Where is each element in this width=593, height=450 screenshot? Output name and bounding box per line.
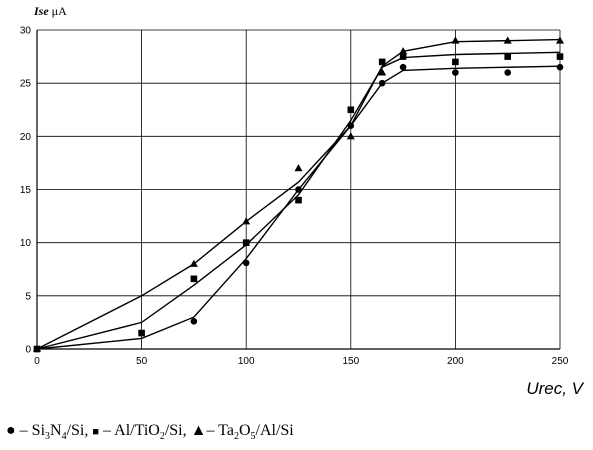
data-point [189,259,198,267]
y-tick-label: 5 [25,291,31,302]
x-tick-label: 50 [136,356,148,367]
data-point [346,132,355,140]
series-line [36,38,561,350]
data-point [504,53,511,60]
legend-entry: ● – Si3N4/Si, [6,422,93,443]
tick-labels: 0 50 100 150 200 250 0 5 10 15 20 25 30 [20,26,569,368]
legend-entry: ▲– Ta2O5/Al/Si [190,422,294,443]
data-point [452,58,459,66]
y-tick-label: 15 [20,185,32,196]
data-point [242,217,251,225]
series-circle [33,63,564,353]
data-point [295,186,302,193]
data-point [138,329,145,337]
series-square [33,51,564,353]
data-point [378,58,386,66]
data-point [556,36,564,44]
data-point [556,53,564,60]
data-point [378,68,387,76]
legend-marker: ▲ [190,422,207,439]
series-triangle [33,36,564,352]
data-point [242,259,250,267]
y-tick-label: 20 [20,132,32,143]
data-point [399,47,408,55]
data-point [347,106,355,114]
data-point [399,53,407,60]
x-tick-label: 150 [342,356,359,367]
y-tick-label: 10 [20,238,32,249]
data-point [294,164,303,172]
data-point [242,239,250,246]
data-point [399,63,407,71]
legend-marker: ● [6,422,16,439]
legend: ● – Si3N4/Si, ■ – Al/TiO2/Si, ▲– Ta2O5/A… [6,422,294,442]
data-point [503,36,512,44]
series-line [36,51,561,350]
legend-marker: ■ [92,426,100,438]
data-point [504,69,512,76]
x-tick-label: 200 [447,356,464,367]
y-tick-label: 30 [20,26,32,37]
data-point [190,275,198,283]
data-point [378,79,386,87]
x-axis-label: Urec, V [526,379,584,398]
data-point [33,344,41,352]
data-point [451,36,460,44]
x-tick-label: 250 [552,356,569,367]
axes [36,30,560,350]
series [33,36,564,353]
x-tick-label: 100 [238,356,255,367]
x-tick-label: 0 [34,356,40,367]
series-line [36,65,561,350]
y-tick-label: 25 [20,79,32,90]
data-point [452,69,459,76]
legend-entry: ■ – Al/TiO2/Si, [92,422,191,443]
line-chart: 0 50 100 150 200 250 0 5 10 15 20 25 30 Ise μA Urec,… [20,4,585,398]
grid [36,29,561,350]
data-point [190,318,198,325]
y-axis-label: Ise μA [33,4,67,18]
data-point [295,196,302,204]
y-tick-label: 0 [25,345,31,356]
data-point [556,63,564,71]
